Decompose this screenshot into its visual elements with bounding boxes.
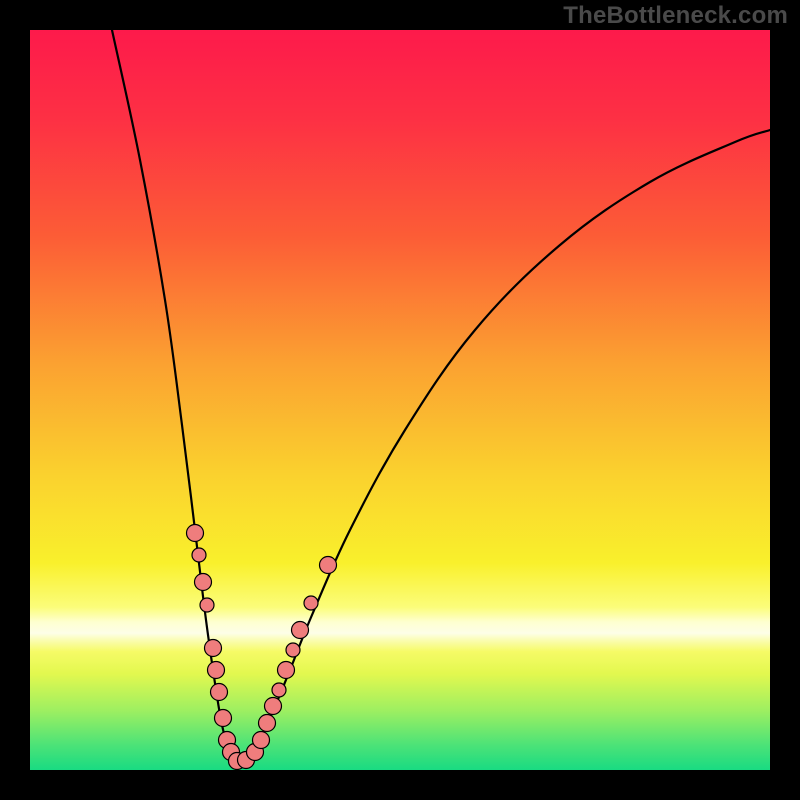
marker-left-7 (215, 710, 232, 727)
marker-left-2 (195, 574, 212, 591)
marker-left-6 (211, 684, 228, 701)
marker-left-3 (200, 598, 214, 612)
marker-right-3 (272, 683, 286, 697)
marker-right-6 (292, 622, 309, 639)
marker-right-7 (304, 596, 318, 610)
marker-right-4 (278, 662, 295, 679)
marker-right-5 (286, 643, 300, 657)
marker-left-5 (208, 662, 225, 679)
marker-left-1 (192, 548, 206, 562)
curve-right (239, 130, 770, 763)
chart-svg (30, 30, 770, 770)
marker-right-2 (265, 698, 282, 715)
marker-right-8 (320, 557, 337, 574)
marker-left-4 (205, 640, 222, 657)
watermark-text: TheBottleneck.com (563, 2, 788, 30)
marker-right-0 (253, 732, 270, 749)
marker-left-0 (187, 525, 204, 542)
plot-area (30, 30, 770, 770)
marker-right-1 (259, 715, 276, 732)
